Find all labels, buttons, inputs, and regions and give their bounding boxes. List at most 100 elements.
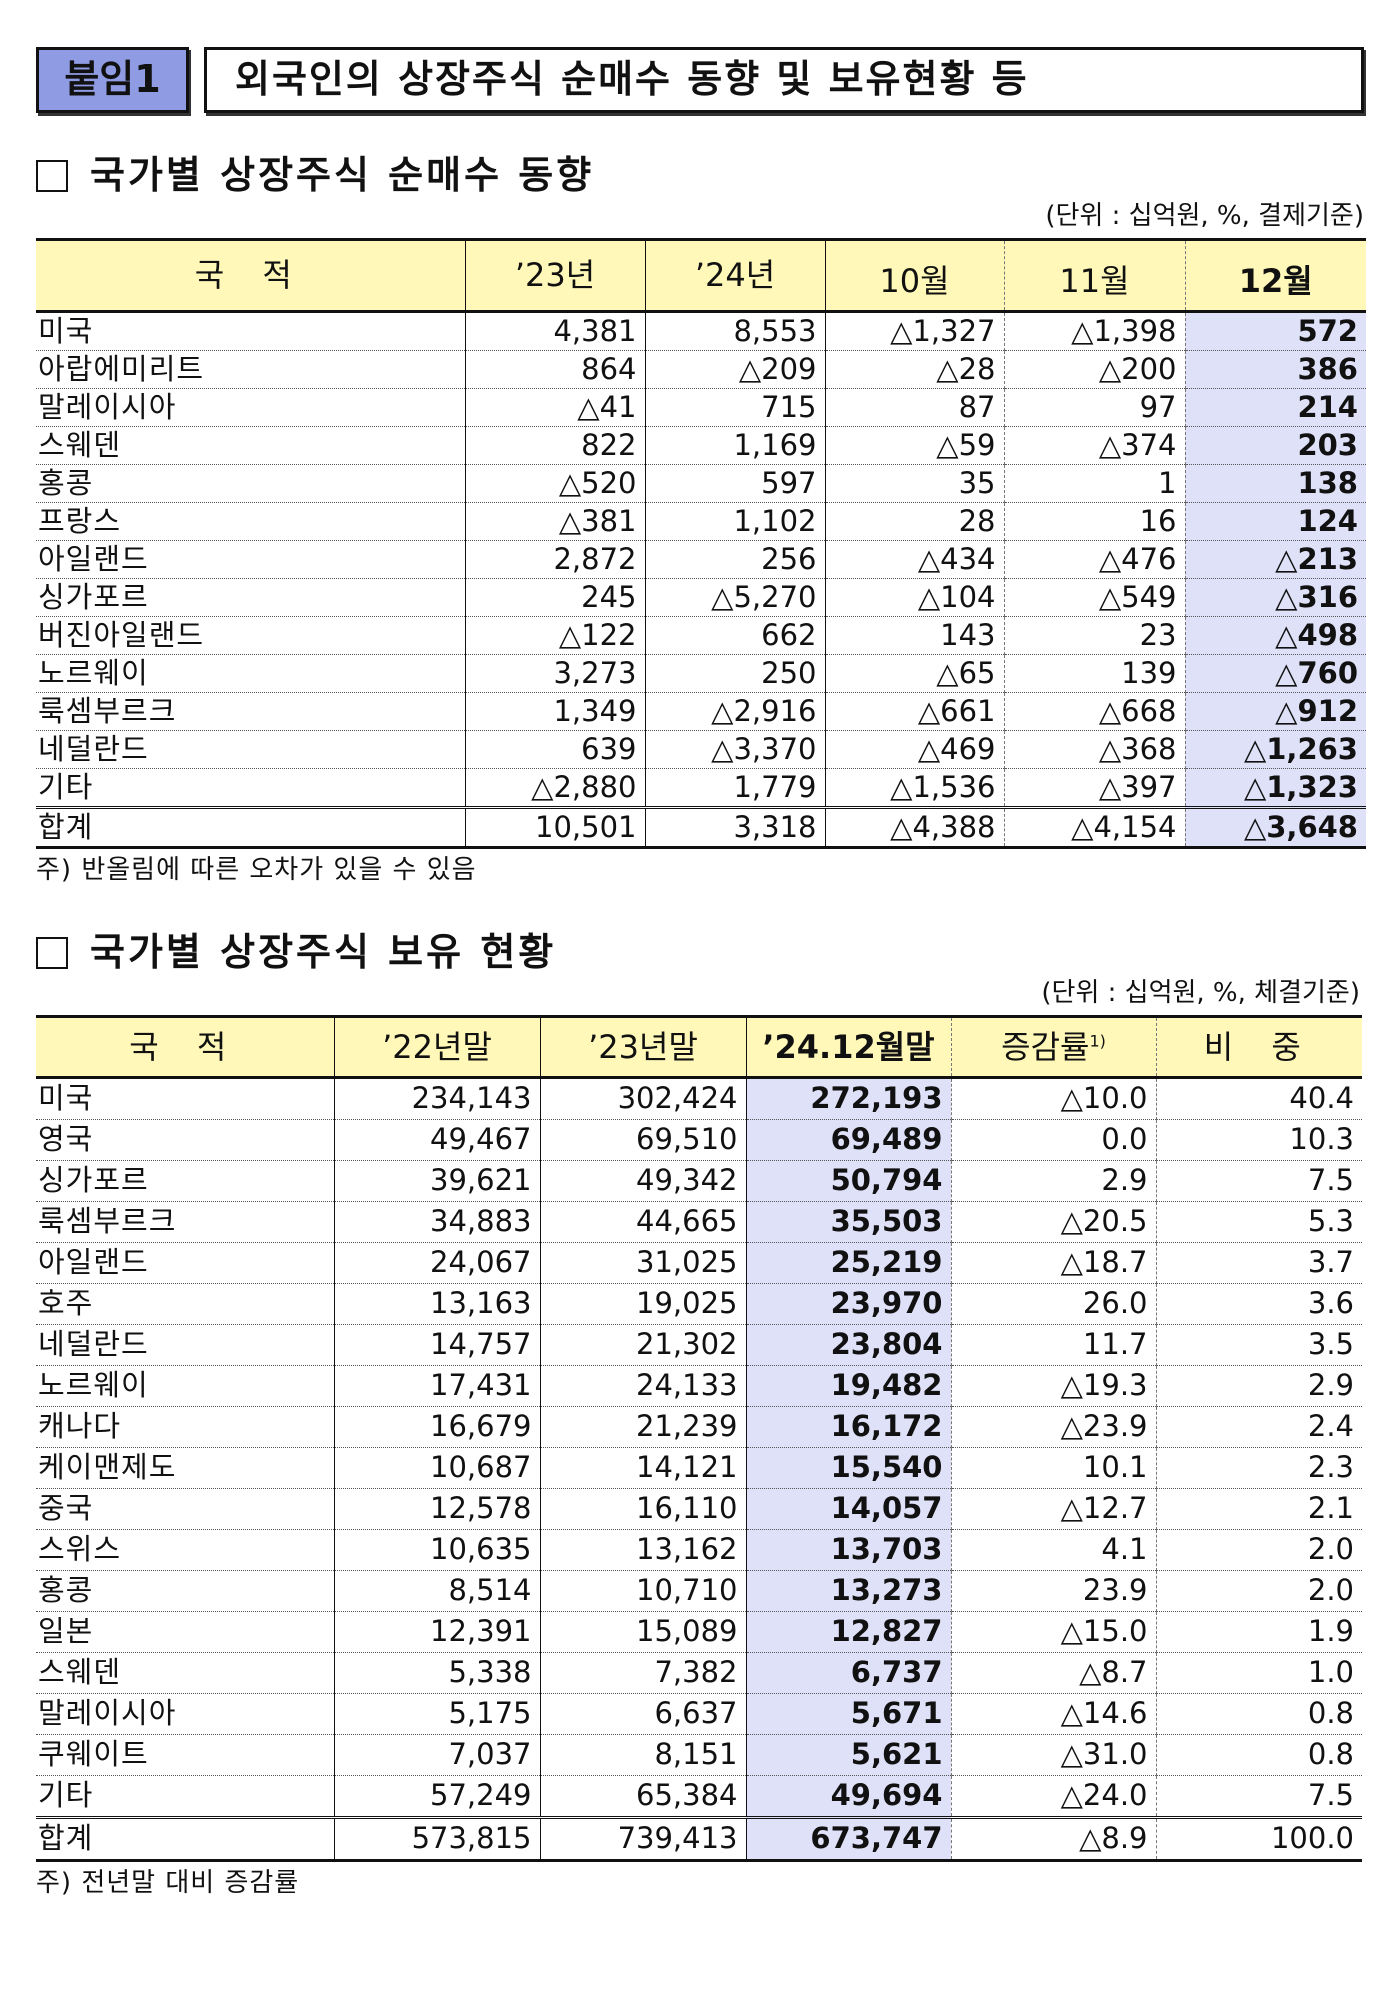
table-row: 기타 △2,880 1,779 △1,536 △397 △1,323 xyxy=(36,768,1366,808)
value-cell: 5.3 xyxy=(1155,1201,1362,1243)
value-cell: 34,883 xyxy=(333,1201,540,1243)
value-cell: 4,381 xyxy=(464,311,645,351)
value-cell: △8.7 xyxy=(950,1652,1156,1694)
value-cell: △374 xyxy=(1003,426,1185,465)
value-cell: 1 xyxy=(1003,464,1185,503)
value-cell: 44,665 xyxy=(539,1201,746,1243)
table-row: 호주 13,163 19,025 23,970 26.0 3.6 xyxy=(36,1283,1362,1325)
value-cell: △397 xyxy=(1003,768,1185,808)
value-cell: 24,067 xyxy=(333,1242,540,1284)
value-cell: △498 xyxy=(1184,616,1366,655)
value-cell: △15.0 xyxy=(950,1611,1156,1653)
value-cell: 10.1 xyxy=(950,1447,1156,1489)
value-cell: 10,710 xyxy=(539,1570,746,1612)
value-cell: 2.9 xyxy=(1155,1365,1362,1407)
value-cell: 16,172 xyxy=(745,1406,951,1448)
value-cell: △2,880 xyxy=(464,768,645,808)
value-cell: 16,110 xyxy=(539,1488,746,1530)
checkbox-square-icon xyxy=(36,936,68,969)
value-cell: 302,424 xyxy=(539,1077,746,1120)
value-cell: 662 xyxy=(644,616,825,655)
value-cell: △59 xyxy=(824,426,1004,465)
table-row: 프랑스 △381 1,102 28 16 124 xyxy=(36,502,1366,541)
country-cell: 룩셈부르크 xyxy=(36,1201,334,1243)
table-row: 노르웨이 3,273 250 △65 139 △760 xyxy=(36,654,1366,693)
country-cell: 기타 xyxy=(36,1775,334,1818)
value-cell: 272,193 xyxy=(745,1077,951,1120)
value-cell: △31.0 xyxy=(950,1734,1156,1776)
value-cell: 2.9 xyxy=(950,1160,1156,1202)
page-title: 외국인의 상장주식 순매수 동향 및 보유현황 등 xyxy=(204,47,1364,113)
value-cell: 26.0 xyxy=(950,1283,1156,1325)
table-row: 말레이시아 5,175 6,637 5,671 △14.6 0.8 xyxy=(36,1693,1362,1735)
value-cell: △4,388 xyxy=(824,805,1004,848)
table-row: 아랍에미리트 864 △209 △28 △200 386 xyxy=(36,350,1366,389)
value-cell: 21,239 xyxy=(539,1406,746,1448)
country-cell: 노르웨이 xyxy=(36,1365,334,1407)
table-row: 말레이시아 △41 715 87 97 214 xyxy=(36,388,1366,427)
country-cell: 일본 xyxy=(36,1611,334,1653)
value-cell: 69,489 xyxy=(745,1119,951,1161)
value-cell: 31,025 xyxy=(539,1242,746,1284)
value-cell: △65 xyxy=(824,654,1004,693)
value-cell: △209 xyxy=(644,350,825,389)
section-title: 국가별 상장주식 순매수 동향 xyxy=(90,153,595,197)
value-cell: 2.0 xyxy=(1155,1529,1362,1571)
value-cell: △41 xyxy=(464,388,645,427)
value-cell: 864 xyxy=(464,350,645,389)
table-row: 노르웨이 17,431 24,133 19,482 △19.3 2.9 xyxy=(36,1365,1362,1407)
value-cell: 139 xyxy=(1003,654,1185,693)
value-cell: △14.6 xyxy=(950,1693,1156,1735)
value-cell: 100.0 xyxy=(1155,1815,1362,1861)
table-row: 스위스 10,635 13,162 13,703 4.1 2.0 xyxy=(36,1529,1362,1571)
value-cell: 15,540 xyxy=(745,1447,951,1489)
value-cell: 0.8 xyxy=(1155,1693,1362,1735)
value-cell: 69,510 xyxy=(539,1119,746,1161)
value-cell: 10,635 xyxy=(333,1529,540,1571)
column-header: 비 중 xyxy=(1155,1015,1362,1079)
country-cell: 합계 xyxy=(36,1815,334,1861)
section-heading-net-buy: 국가별 상장주식 순매수 동향 xyxy=(36,153,1364,199)
value-cell: 23,804 xyxy=(745,1324,951,1366)
value-cell: △4,154 xyxy=(1003,805,1185,848)
value-cell: △122 xyxy=(464,616,645,655)
value-cell: 597 xyxy=(644,464,825,503)
section-title: 국가별 상장주식 보유 현황 xyxy=(90,929,557,974)
country-cell: 쿠웨이트 xyxy=(36,1734,334,1776)
holdings-table: 국 적 ’22년말 ’23년말 ’24.12월말 증감률1) 비 중 미국 234… xyxy=(36,1014,1362,1862)
value-cell: 39,621 xyxy=(333,1160,540,1202)
value-cell: 573,815 xyxy=(333,1815,540,1861)
value-cell: 143 xyxy=(824,616,1004,655)
value-cell: 639 xyxy=(464,730,645,769)
value-cell: △661 xyxy=(824,692,1004,731)
column-header: ’23년말 xyxy=(539,1016,746,1079)
value-cell: △368 xyxy=(1003,730,1185,769)
value-cell: 25,219 xyxy=(745,1242,951,1284)
country-cell: 아랍에미리트 xyxy=(36,350,465,389)
table-row: 싱가포르 39,621 49,342 50,794 2.9 7.5 xyxy=(36,1160,1362,1202)
value-cell: 10,687 xyxy=(333,1447,540,1489)
value-cell: △104 xyxy=(824,578,1004,617)
value-cell: 7.5 xyxy=(1155,1775,1362,1818)
value-cell: 256 xyxy=(644,540,825,579)
column-header: 국 적 xyxy=(36,1016,334,1079)
value-cell: △1,263 xyxy=(1184,730,1366,769)
value-cell: 3,273 xyxy=(464,654,645,693)
value-cell: 12,391 xyxy=(333,1611,540,1653)
value-cell: 13,162 xyxy=(539,1529,746,1571)
country-cell: 합계 xyxy=(36,805,465,848)
value-cell: △381 xyxy=(464,502,645,541)
value-cell: △20.5 xyxy=(950,1201,1156,1243)
value-cell: △476 xyxy=(1003,540,1185,579)
country-cell: 노르웨이 xyxy=(36,654,465,693)
value-cell: 0.8 xyxy=(1155,1734,1362,1776)
value-cell: 1.9 xyxy=(1155,1611,1362,1653)
value-cell: 3.7 xyxy=(1155,1242,1362,1284)
country-cell: 영국 xyxy=(36,1119,334,1161)
value-cell: △3,648 xyxy=(1184,805,1366,848)
country-cell: 프랑스 xyxy=(36,502,465,541)
column-header: 국 적 xyxy=(36,239,465,313)
value-cell: △1,398 xyxy=(1003,311,1185,351)
column-header: ’24년 xyxy=(644,239,825,313)
attachment-badge: 붙임1 xyxy=(36,47,189,113)
